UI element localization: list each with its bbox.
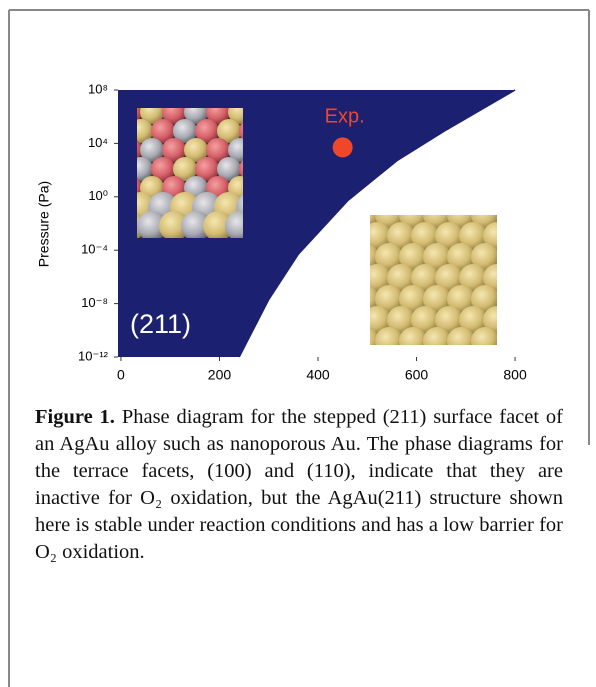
atom xyxy=(375,327,403,345)
atom xyxy=(225,211,243,238)
atom xyxy=(239,160,243,178)
atom xyxy=(140,138,164,162)
atom xyxy=(370,222,391,250)
region-label: (211) xyxy=(130,309,191,339)
atom xyxy=(387,222,415,250)
atom xyxy=(140,108,164,124)
atom xyxy=(206,108,230,124)
atom-image xyxy=(370,215,497,345)
caption-text: Phase diagram for the stepped (211) surf… xyxy=(35,406,564,563)
atom xyxy=(370,327,379,345)
atom xyxy=(423,243,451,271)
x-tick-label: 800 xyxy=(503,367,527,383)
atom xyxy=(159,211,189,238)
y-tick-label: 10⁻⁴ xyxy=(81,242,108,257)
atom xyxy=(435,306,463,334)
atom xyxy=(483,222,497,250)
atom xyxy=(387,264,415,292)
atom xyxy=(459,264,487,292)
atom-image xyxy=(137,108,243,238)
atom xyxy=(162,108,186,124)
atom xyxy=(151,119,175,143)
x-tick-label: 600 xyxy=(405,367,429,383)
atom xyxy=(137,157,153,181)
atom xyxy=(137,211,167,238)
atom-images xyxy=(137,108,497,345)
x-tick-label: 400 xyxy=(306,367,330,383)
atom xyxy=(184,138,208,162)
atom xyxy=(447,327,475,345)
y-axis-label: Pressure (Pa) xyxy=(36,181,52,267)
atom xyxy=(173,119,197,143)
atom xyxy=(447,243,475,271)
point-label: Exp. xyxy=(325,106,365,128)
atom xyxy=(411,264,439,292)
phase-boundary xyxy=(238,89,516,358)
atom xyxy=(435,264,463,292)
x-tick-label: 0 xyxy=(117,367,125,383)
atom xyxy=(137,140,142,160)
atom xyxy=(423,285,451,313)
labels: (211) Exp. xyxy=(130,106,365,339)
caption-label: Figure 1. xyxy=(35,406,115,428)
atom xyxy=(239,122,243,140)
atom xyxy=(423,327,451,345)
y-tick-label: 10⁸ xyxy=(88,81,108,96)
atom xyxy=(151,157,175,181)
atom xyxy=(206,138,230,162)
atom xyxy=(435,222,463,250)
atom xyxy=(370,306,391,334)
atom xyxy=(217,119,241,143)
atom xyxy=(399,243,427,271)
atom xyxy=(375,285,403,313)
atom xyxy=(447,285,475,313)
point xyxy=(332,137,353,158)
atom xyxy=(399,327,427,345)
atom xyxy=(217,157,241,181)
atom xyxy=(471,285,497,313)
x-tick-label: 200 xyxy=(208,367,232,383)
caption: Figure 1. Phase diagram for the stepped … xyxy=(35,404,563,566)
atom xyxy=(137,119,153,143)
y-tick-label: 10⁰ xyxy=(88,188,108,203)
atom xyxy=(471,327,497,345)
atom xyxy=(411,222,439,250)
atom xyxy=(370,264,391,292)
atom xyxy=(459,306,487,334)
atom xyxy=(162,138,186,162)
y-tick-label: 10⁻⁸ xyxy=(81,295,108,310)
atom xyxy=(228,138,243,162)
atom xyxy=(471,243,497,271)
atom xyxy=(203,211,233,238)
atom xyxy=(173,157,197,181)
atom xyxy=(195,119,219,143)
atom xyxy=(483,264,497,292)
atom xyxy=(387,306,415,334)
y-tick-label: 10⁴ xyxy=(88,135,108,150)
y-tick-label: 10⁻¹² xyxy=(78,348,109,363)
atom xyxy=(483,306,497,334)
atom xyxy=(375,243,403,271)
atom xyxy=(399,285,427,313)
atom xyxy=(184,108,208,124)
atom xyxy=(181,211,211,238)
atom xyxy=(195,157,219,181)
atom xyxy=(459,222,487,250)
atom xyxy=(411,306,439,334)
